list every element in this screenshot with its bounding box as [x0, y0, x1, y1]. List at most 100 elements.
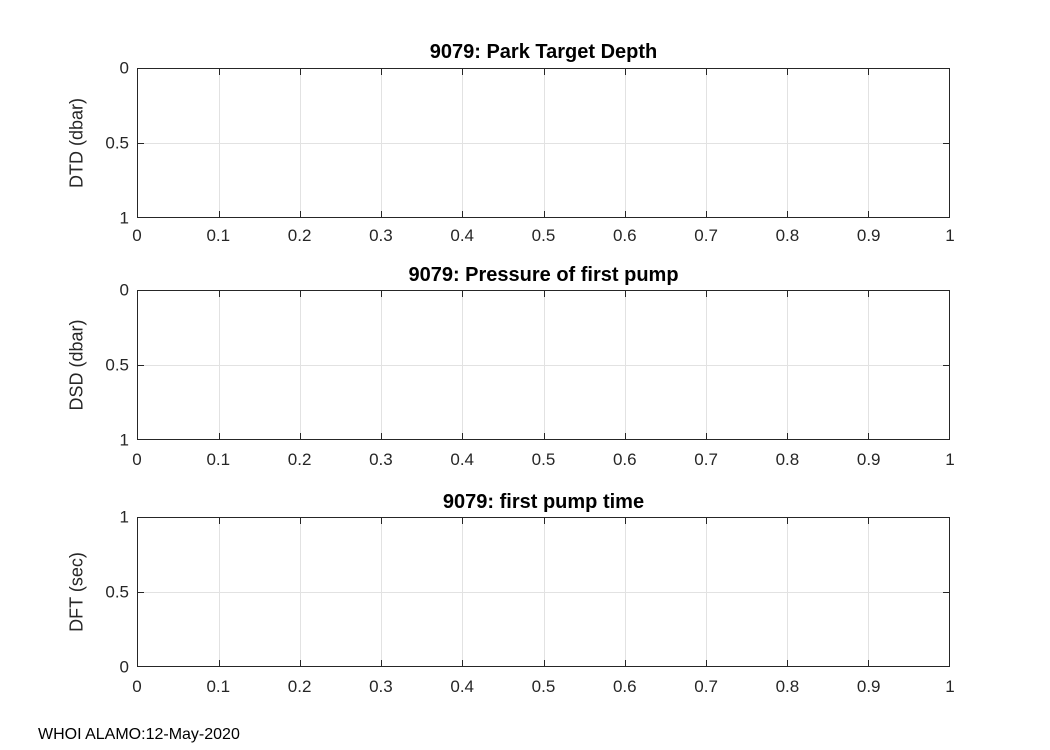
y-tick-labels: 0 0.5 1 [0, 282, 129, 449]
x-tick-label: 0.3 [369, 450, 393, 469]
plot-area [137, 290, 950, 440]
y-tick-label: 0.5 [105, 133, 129, 153]
y-tick-labels: 0 0.5 1 [0, 60, 129, 227]
subplot-title: 9079: Park Target Depth [429, 41, 658, 63]
x-tick-labels: 0 0.1 0.2 0.3 0.4 0.5 0.6 0.7 0.8 0.9 1 [132, 450, 954, 470]
tick-mark [300, 433, 302, 439]
tick-mark [705, 660, 707, 666]
tick-mark [381, 660, 383, 666]
x-tick-labels: 0 0.1 0.2 0.3 0.4 0.5 0.6 0.7 0.8 0.9 1 [132, 226, 954, 246]
x-tick-label: 0 [132, 226, 142, 245]
tick-mark [219, 69, 221, 75]
tick-mark [786, 518, 788, 524]
tick-mark [705, 433, 707, 439]
tick-mark [138, 143, 144, 144]
x-tick-label: 0.8 [775, 677, 800, 696]
tick-mark [300, 660, 302, 666]
y-tick-label: 0 [119, 280, 129, 300]
tick-mark [624, 660, 626, 666]
x-tick-label: 0.4 [450, 226, 475, 245]
x-tick-label: 0.3 [369, 677, 393, 696]
x-tick-label: 0.2 [287, 226, 312, 245]
tick-mark [786, 69, 788, 75]
tick-mark [867, 211, 869, 217]
tick-mark [624, 211, 626, 217]
x-tick-labels: 0 0.1 0.2 0.3 0.4 0.5 0.6 0.7 0.8 0.9 1 [132, 677, 954, 697]
x-tick-label: 0.6 [612, 450, 637, 469]
x-tick-label: 0.2 [287, 450, 312, 469]
x-tick-label: 0.6 [612, 226, 637, 245]
x-tick-label: 0.3 [369, 226, 393, 245]
tick-mark [462, 291, 464, 297]
tick-mark [462, 69, 464, 75]
tick-mark [543, 211, 545, 217]
x-tick-label: 1 [945, 677, 955, 696]
x-tick-label: 0.1 [206, 677, 231, 696]
y-tick-label: 0.5 [105, 355, 129, 375]
x-tick-label: 1 [945, 450, 955, 469]
x-tick-label: 0.4 [450, 450, 475, 469]
y-tick-labels: 0 0.5 1 [0, 509, 129, 676]
tick-mark [462, 433, 464, 439]
tick-mark [462, 518, 464, 524]
tick-mark [943, 143, 949, 144]
tick-mark [462, 211, 464, 217]
tick-mark [381, 433, 383, 439]
plot-area [137, 68, 950, 218]
x-tick-label: 0.9 [856, 677, 881, 696]
tick-mark [705, 69, 707, 75]
gridline-horizontal [138, 143, 949, 144]
tick-mark [543, 291, 545, 297]
x-tick-label: 0.7 [694, 677, 718, 696]
y-tick-label: 0 [119, 58, 129, 78]
x-tick-label: 0.8 [775, 450, 800, 469]
x-tick-label: 0.5 [531, 677, 556, 696]
tick-mark [219, 660, 221, 666]
tick-mark [219, 433, 221, 439]
tick-mark [624, 291, 626, 297]
x-tick-label: 0.7 [694, 450, 718, 469]
tick-mark [219, 211, 221, 217]
gridline-horizontal [138, 365, 949, 366]
y-tick-label: 1 [119, 430, 129, 450]
y-tick-label: 0.5 [105, 582, 129, 602]
x-tick-label: 0 [132, 450, 142, 469]
y-tick-label: 1 [119, 507, 129, 527]
tick-mark [624, 518, 626, 524]
x-tick-label: 0.1 [206, 226, 231, 245]
tick-mark [300, 69, 302, 75]
y-tick-label: 1 [119, 208, 129, 228]
y-tick-label: 0 [119, 657, 129, 677]
x-tick-label: 0.5 [531, 450, 556, 469]
x-tick-label: 1 [945, 226, 955, 245]
tick-mark [943, 592, 949, 593]
tick-mark [138, 365, 144, 366]
x-tick-label: 0.2 [287, 677, 312, 696]
tick-mark [786, 433, 788, 439]
tick-mark [867, 660, 869, 666]
subplot-title: 9079: first pump time [442, 491, 645, 513]
tick-mark [543, 433, 545, 439]
tick-mark [624, 433, 626, 439]
x-tick-label: 0.7 [694, 226, 718, 245]
tick-mark [705, 518, 707, 524]
tick-mark [705, 211, 707, 217]
tick-mark [705, 291, 707, 297]
tick-mark [462, 660, 464, 666]
gridline-horizontal [138, 592, 949, 593]
tick-mark [381, 69, 383, 75]
tick-mark [300, 518, 302, 524]
tick-mark [786, 291, 788, 297]
figure-footer: WHOI ALAMO:12-May-2020 [38, 726, 240, 743]
tick-mark [867, 433, 869, 439]
tick-mark [381, 291, 383, 297]
x-tick-label: 0.8 [775, 226, 800, 245]
plot-area [137, 517, 950, 667]
tick-mark [867, 291, 869, 297]
x-tick-label: 0 [132, 677, 142, 696]
subplot-title: 9079: Pressure of first pump [408, 264, 679, 286]
x-tick-label: 0.1 [206, 450, 231, 469]
x-tick-label: 0.9 [856, 450, 881, 469]
x-tick-label: 0.9 [856, 226, 881, 245]
